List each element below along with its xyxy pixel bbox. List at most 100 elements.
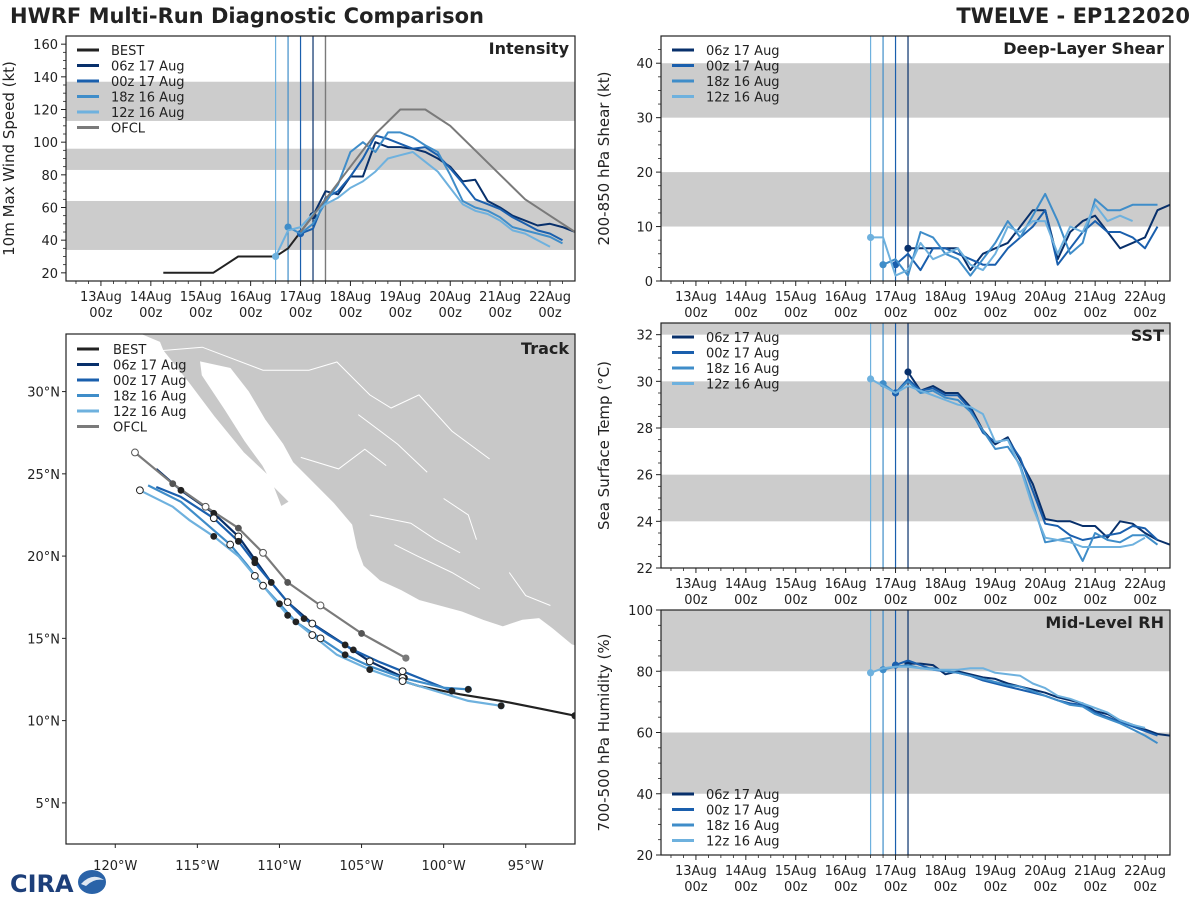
x-tick-label-date: 19Aug bbox=[974, 864, 1016, 879]
x-tick-label-date: 18Aug bbox=[329, 290, 371, 305]
series-line bbox=[894, 209, 1159, 272]
legend-label: 06z 17 Aug bbox=[706, 331, 780, 346]
x-tick-label-date: 17Aug bbox=[875, 577, 917, 592]
y-tick-label: 0 bbox=[645, 275, 653, 290]
legend-label: 06z 17 Aug bbox=[111, 60, 185, 75]
y-tick-label: 24 bbox=[636, 515, 653, 530]
panel-title: Intensity bbox=[489, 39, 570, 58]
track-point bbox=[251, 559, 259, 567]
x-tick-label-date: 18Aug bbox=[924, 290, 966, 305]
track-point-open bbox=[135, 486, 144, 495]
track-point bbox=[284, 579, 292, 586]
legend-label: 00z 17 Aug bbox=[113, 374, 187, 389]
track-point bbox=[497, 702, 505, 710]
map-frame bbox=[65, 333, 576, 845]
shaded-band bbox=[661, 610, 1170, 672]
x-tick-label-date: 14Aug bbox=[725, 864, 767, 879]
x-tick-label-hour: 00z bbox=[884, 306, 908, 321]
track-point bbox=[366, 666, 374, 674]
x-tick-label-hour: 00z bbox=[1133, 593, 1157, 608]
track-point bbox=[284, 611, 292, 619]
legend-label: 00z 17 Aug bbox=[111, 75, 185, 90]
y-tick-label: 20 bbox=[636, 166, 653, 181]
x-tick-label-date: 16Aug bbox=[825, 577, 867, 592]
series-line bbox=[870, 378, 1146, 548]
series-line bbox=[870, 665, 1146, 729]
x-tick-label-date: 15Aug bbox=[775, 577, 817, 592]
x-tick-label-hour: 00z bbox=[289, 306, 313, 321]
series-start-point bbox=[904, 244, 912, 252]
y-tick-label: 32 bbox=[636, 329, 653, 344]
plot-area-sst bbox=[661, 323, 1170, 568]
logo-globe-icon bbox=[78, 870, 106, 894]
x-tick-label-date: 16Aug bbox=[825, 290, 867, 305]
track-point bbox=[235, 537, 242, 545]
shaded-band bbox=[661, 732, 1170, 794]
legend-label: 18z 16 Aug bbox=[706, 362, 780, 377]
plot-area-intensity bbox=[66, 36, 575, 281]
y-tick-label: 100 bbox=[628, 604, 653, 619]
y-tick-label: 30 bbox=[636, 112, 653, 127]
lon-tick-label: 95°W bbox=[508, 859, 544, 874]
track-point bbox=[169, 480, 177, 488]
x-tick-label-hour: 00z bbox=[1083, 306, 1107, 321]
legend-label: 06z 17 Aug bbox=[113, 359, 187, 374]
x-tick-label-hour: 00z bbox=[984, 306, 1008, 321]
x-tick-label-hour: 00z bbox=[984, 880, 1008, 895]
track-point-open bbox=[316, 634, 325, 643]
x-tick-label-date: 19Aug bbox=[974, 290, 1016, 305]
panel-title: Deep-Layer Shear bbox=[1003, 39, 1164, 58]
track-point bbox=[276, 600, 283, 608]
series-line bbox=[299, 108, 575, 233]
shaded-band bbox=[66, 81, 575, 121]
y-tick-label: 160 bbox=[33, 38, 58, 53]
series-line bbox=[870, 203, 1133, 277]
track-point-open bbox=[259, 581, 267, 590]
panel-rh: 2040608010013Aug00z14Aug00z15Aug00z16Aug… bbox=[595, 604, 1171, 895]
x-tick-label-hour: 00z bbox=[734, 880, 758, 895]
track-point-open bbox=[131, 448, 139, 457]
panel-sst: 22242628303213Aug00z14Aug00z15Aug00z16Au… bbox=[595, 322, 1171, 608]
legend-label: 12z 16 Aug bbox=[111, 106, 185, 121]
lon-tick-label: 110°W bbox=[257, 859, 301, 874]
track-point-open bbox=[308, 619, 317, 628]
x-tick-label-date: 13Aug bbox=[675, 864, 717, 879]
y-axis-label: 700-500 hPa Humidity (%) bbox=[595, 633, 613, 831]
track-point bbox=[341, 641, 349, 649]
x-tick-label-date: 18Aug bbox=[924, 577, 966, 592]
track-point bbox=[177, 486, 185, 494]
track-point bbox=[358, 630, 365, 637]
x-tick-label-hour: 00z bbox=[339, 306, 363, 321]
track-point-open bbox=[283, 598, 292, 607]
track-point bbox=[210, 532, 218, 540]
y-tick-label: 40 bbox=[636, 57, 653, 72]
x-tick-label-hour: 00z bbox=[684, 306, 708, 321]
x-tick-label-hour: 00z bbox=[734, 306, 758, 321]
map-area bbox=[66, 334, 575, 720]
track-point-open bbox=[250, 571, 259, 580]
panel-title: Mid-Level RH bbox=[1045, 613, 1164, 632]
x-tick-label-hour: 00z bbox=[1133, 880, 1157, 895]
x-tick-label-date: 14Aug bbox=[130, 290, 172, 305]
x-tick-label-hour: 00z bbox=[189, 306, 213, 321]
x-tick-label-hour: 00z bbox=[834, 880, 858, 895]
x-tick-label-hour: 00z bbox=[934, 880, 958, 895]
legend-label: 00z 17 Aug bbox=[706, 60, 780, 75]
shaded-band bbox=[661, 63, 1170, 118]
x-tick-label-date: 17Aug bbox=[875, 290, 917, 305]
lon-tick-label: 105°W bbox=[339, 859, 383, 874]
lat-tick-label: 5°N bbox=[36, 797, 61, 812]
series-line bbox=[907, 371, 1170, 546]
panel-shear: 01020304013Aug00z14Aug00z15Aug00z16Aug00… bbox=[595, 35, 1171, 321]
track-point-open bbox=[209, 514, 218, 523]
y-tick-label: 22 bbox=[636, 562, 653, 577]
x-tick-label-date: 22Aug bbox=[529, 290, 571, 305]
x-tick-label-hour: 00z bbox=[139, 306, 163, 321]
track-point bbox=[448, 687, 456, 695]
lon-tick-label: 120°W bbox=[93, 859, 137, 874]
x-tick-label-date: 13Aug bbox=[675, 290, 717, 305]
track-start-point bbox=[402, 654, 410, 662]
